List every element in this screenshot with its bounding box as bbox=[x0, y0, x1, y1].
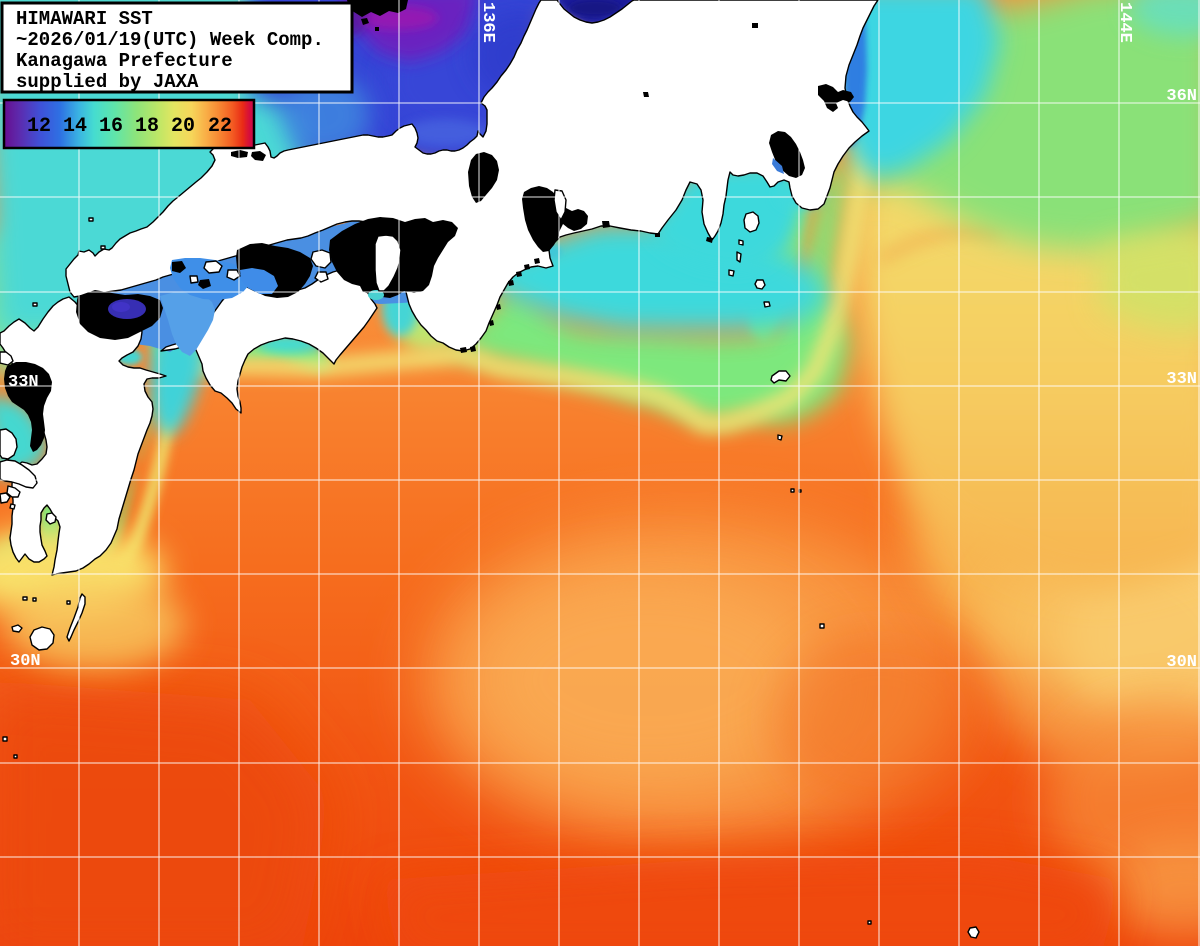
svg-text:20: 20 bbox=[171, 115, 195, 138]
svg-text:22: 22 bbox=[208, 115, 232, 138]
svg-text:14: 14 bbox=[63, 115, 87, 138]
svg-text:36N: 36N bbox=[1166, 87, 1197, 106]
svg-text:Kanagawa Prefecture: Kanagawa Prefecture bbox=[16, 50, 233, 72]
svg-text:33N: 33N bbox=[8, 373, 39, 392]
svg-text:136E: 136E bbox=[478, 2, 497, 43]
svg-text:HIMAWARI SST: HIMAWARI SST bbox=[16, 8, 153, 30]
svg-text:18: 18 bbox=[135, 115, 159, 138]
svg-text:33N: 33N bbox=[1166, 370, 1197, 389]
svg-text:30N: 30N bbox=[1166, 653, 1197, 672]
svg-text:16: 16 bbox=[99, 115, 123, 138]
svg-text:144E: 144E bbox=[1115, 2, 1134, 43]
svg-text:supplied by JAXA: supplied by JAXA bbox=[16, 71, 199, 93]
svg-text:~2026/01/19(UTC) Week Comp.: ~2026/01/19(UTC) Week Comp. bbox=[16, 29, 324, 51]
svg-text:30N: 30N bbox=[10, 652, 41, 671]
svg-text:12: 12 bbox=[27, 115, 51, 138]
